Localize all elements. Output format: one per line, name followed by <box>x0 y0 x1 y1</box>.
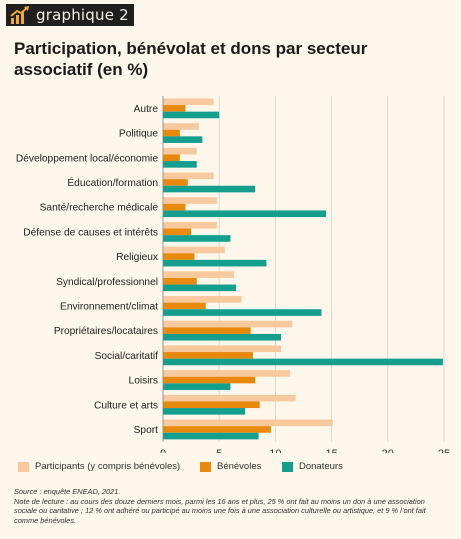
category-label: Santé/recherche médicale <box>40 203 159 214</box>
bar <box>163 271 234 278</box>
bar <box>163 259 267 267</box>
growth-chart-icon <box>10 6 29 24</box>
category-label: Défense de causes et intérêts <box>23 227 158 238</box>
legend-item-donateurs: Donateurs <box>282 461 343 472</box>
bar <box>163 136 203 143</box>
bar <box>163 333 282 341</box>
x-tick-label: 15 <box>325 448 337 453</box>
category-label: Culture et arts <box>94 400 158 411</box>
bar <box>163 309 322 316</box>
category-label: Sport <box>134 425 159 436</box>
category-label: Autre <box>134 104 159 115</box>
bar <box>163 111 220 119</box>
bar <box>163 352 253 359</box>
category-label: Politique <box>119 129 158 140</box>
chart-title: Participation, bénévolat et dons par sec… <box>14 39 368 79</box>
bar <box>163 327 251 334</box>
bar <box>163 161 197 168</box>
category-label: Religieux <box>116 252 158 263</box>
bar <box>163 277 197 285</box>
bar <box>163 147 197 155</box>
x-tick-label: 10 <box>269 448 281 453</box>
bar <box>163 197 217 204</box>
legend-swatch-participants <box>18 461 29 472</box>
category-label: Loisirs <box>129 376 158 387</box>
legend-swatch-donateurs <box>282 461 293 472</box>
x-tick-label: 0 <box>160 448 166 453</box>
chart-notes: Source : enquête ENEAD, 2021. Note de le… <box>14 487 449 525</box>
bar <box>163 98 214 106</box>
bar <box>163 432 259 440</box>
bar <box>163 302 206 310</box>
bar <box>163 408 246 415</box>
category-label: Syndical/professionnel <box>56 277 158 288</box>
legend-swatch-benevoles <box>200 461 211 472</box>
bar <box>163 129 180 137</box>
category-label: Propriétaires/locataires <box>54 326 158 337</box>
bar <box>163 376 256 384</box>
bar <box>163 383 231 390</box>
bar <box>163 105 186 112</box>
bar <box>163 320 293 328</box>
category-label: Éducation/formation <box>67 176 158 189</box>
bar <box>163 179 188 186</box>
bar <box>163 221 217 229</box>
legend-item-benevoles: Bénévoles <box>200 461 261 472</box>
x-tick-label: 20 <box>382 448 394 453</box>
bar <box>163 426 271 433</box>
bar <box>163 203 186 211</box>
chart-legend: Participants (y compris bénévoles) Bénév… <box>12 458 452 476</box>
bar <box>163 123 199 130</box>
legend-item-participants: Participants (y compris bénévoles) <box>18 461 180 472</box>
bar <box>163 228 192 236</box>
x-tick-label: 5 <box>216 448 222 453</box>
reading-note: Note de lecture : au cours des douze der… <box>14 496 426 525</box>
bar <box>163 253 195 260</box>
source-note: Source : enquête ENEAD, 2021. <box>14 487 121 496</box>
bar-chart: 0 5 10 15 20 25 Autre Politique Développement lo… <box>16 96 450 453</box>
x-tick-label: 25 <box>438 448 450 453</box>
figure-tag: graphique 2 <box>6 4 134 26</box>
category-label: Social/caritatif <box>95 351 159 362</box>
bar <box>163 370 291 377</box>
bar <box>163 419 333 427</box>
header-bar: graphique 2 <box>0 0 461 30</box>
category-label: Environnement/climat <box>60 301 158 312</box>
bar <box>163 246 225 254</box>
bar <box>163 284 237 292</box>
bar <box>163 296 242 303</box>
bar <box>163 235 231 242</box>
bar <box>163 185 256 193</box>
figure-tag-label: graphique 2 <box>36 6 129 24</box>
category-label: Développement local/économie <box>16 153 158 164</box>
legend-label-participants: Participants (y compris bénévoles) <box>35 461 181 472</box>
bar <box>163 358 443 366</box>
bar <box>163 210 326 218</box>
bar <box>163 345 282 353</box>
bar <box>163 154 180 162</box>
legend-label-donateurs: Donateurs <box>299 461 343 472</box>
bar <box>163 401 260 409</box>
bar <box>163 172 214 180</box>
bar <box>163 394 296 402</box>
legend-label-benevoles: Bénévoles <box>217 461 262 472</box>
